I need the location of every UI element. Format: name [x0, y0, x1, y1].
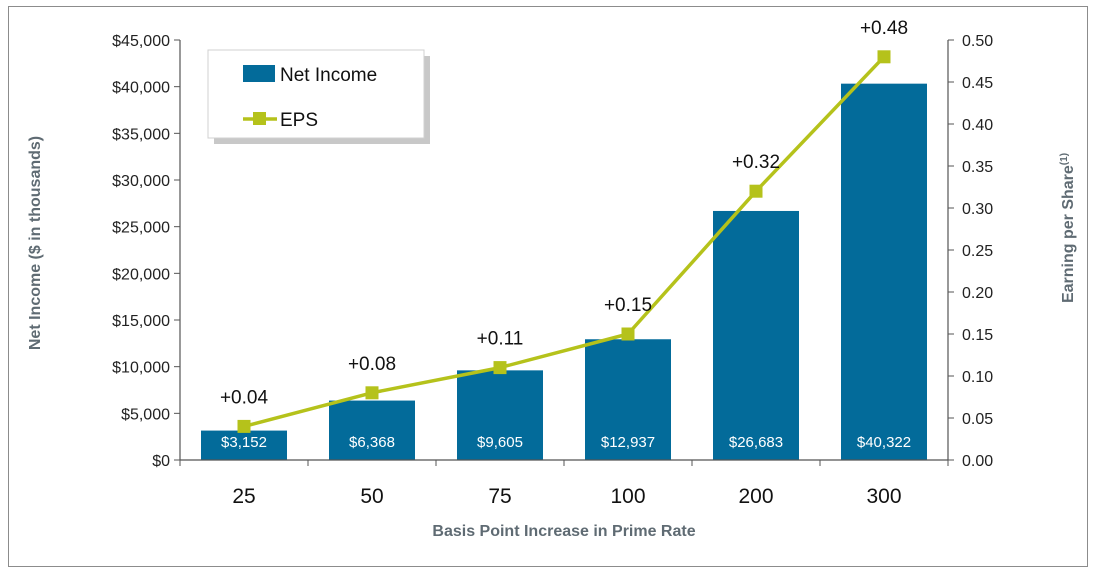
eps-point-25: [237, 419, 251, 433]
bar-label-25: $3,152: [221, 434, 267, 451]
y-tick-label: $45,000: [112, 33, 170, 50]
eps-label-75: +0.11: [477, 329, 524, 350]
bar-200: [713, 210, 799, 460]
y-tick-label: $20,000: [112, 266, 170, 283]
y2-tick-label: 0.50: [962, 33, 993, 50]
y2-axis-title-text: Earning per Share: [1060, 165, 1077, 303]
y2-tick-label: 0.15: [962, 327, 993, 344]
bar-50: [329, 400, 415, 460]
bars-group: $3,152 $6,368 $9,605 $12,937 $26,683 $40,322: [201, 83, 927, 461]
x-tick-label: 100: [610, 485, 645, 508]
y2-tick-label: 0.40: [962, 117, 993, 134]
y2-axis-title: Earning per Share(1): [1059, 153, 1077, 303]
eps-label-100: +0.15: [604, 295, 652, 316]
x-tick-label: 200: [738, 485, 773, 508]
eps-label-25: +0.04: [220, 387, 269, 408]
eps-label-200: +0.32: [732, 152, 780, 173]
bar-label-50: $6,368: [349, 434, 395, 451]
eps-point-200: [749, 184, 763, 198]
y2-tick-label: 0.30: [962, 201, 993, 218]
bar-100: [585, 339, 671, 460]
legend: Net Income EPS: [207, 49, 430, 144]
x-tick-label: 50: [360, 485, 383, 508]
y2-tick-label: 0.25: [962, 243, 993, 260]
bar-label-300: $40,322: [857, 434, 911, 451]
y-tick-label: $40,000: [112, 80, 170, 97]
y-tick-label: $0: [152, 453, 170, 470]
axes-group: $0 $5,000 $10,000 $15,000 $20,000 $25,000 $30,…: [112, 33, 993, 508]
y2-tick-label: 0.35: [962, 159, 993, 176]
bar-label-75: $9,605: [477, 434, 523, 451]
y2-tick-label: 0.10: [962, 369, 993, 386]
y2-tick-label: 0.20: [962, 285, 993, 302]
y-tick-label: $30,000: [112, 173, 170, 190]
eps-point-100: [621, 327, 635, 341]
legend-net-income-label: Net Income: [280, 65, 377, 86]
bar-300: [841, 83, 927, 461]
y2-tick-label: 0.05: [962, 411, 993, 428]
x-tick-label: 300: [866, 485, 901, 508]
legend-net-income-swatch: [243, 65, 275, 82]
y-tick-label: $10,000: [112, 360, 170, 377]
y-axis-title: Net Income ($ in thousands): [27, 136, 44, 350]
y-tick-label: $5,000: [121, 406, 170, 423]
bar-75: [457, 370, 543, 460]
eps-point-300: [877, 50, 891, 64]
eps-point-75: [493, 361, 507, 375]
eps-point-50: [365, 386, 379, 400]
y-tick-label: $15,000: [112, 313, 170, 330]
bar-25: [201, 430, 287, 460]
legend-eps-label: EPS: [280, 110, 318, 131]
eps-label-300: +0.48: [860, 18, 908, 39]
x-tick-label: 25: [232, 485, 255, 508]
x-tick-label: 75: [488, 485, 511, 508]
eps-label-50: +0.08: [348, 354, 396, 375]
x-axis-title: Basis Point Increase in Prime Rate: [432, 523, 695, 540]
y2-tick-label: 0.00: [962, 453, 993, 470]
bar-label-200: $26,683: [729, 434, 783, 451]
y-tick-label: $25,000: [112, 220, 170, 237]
bar-label-100: $12,937: [601, 434, 655, 451]
y2-axis-title-footnote: (1): [1059, 153, 1070, 165]
eps-series-line: [243, 55, 886, 429]
y-tick-label: $35,000: [112, 126, 170, 143]
legend-eps-marker: [253, 112, 266, 125]
legend-box: [207, 49, 425, 139]
y2-tick-label: 0.45: [962, 75, 993, 92]
eps-line-group: +0.04 +0.08 +0.11 +0.15 +0.32 +0.48: [220, 18, 908, 433]
